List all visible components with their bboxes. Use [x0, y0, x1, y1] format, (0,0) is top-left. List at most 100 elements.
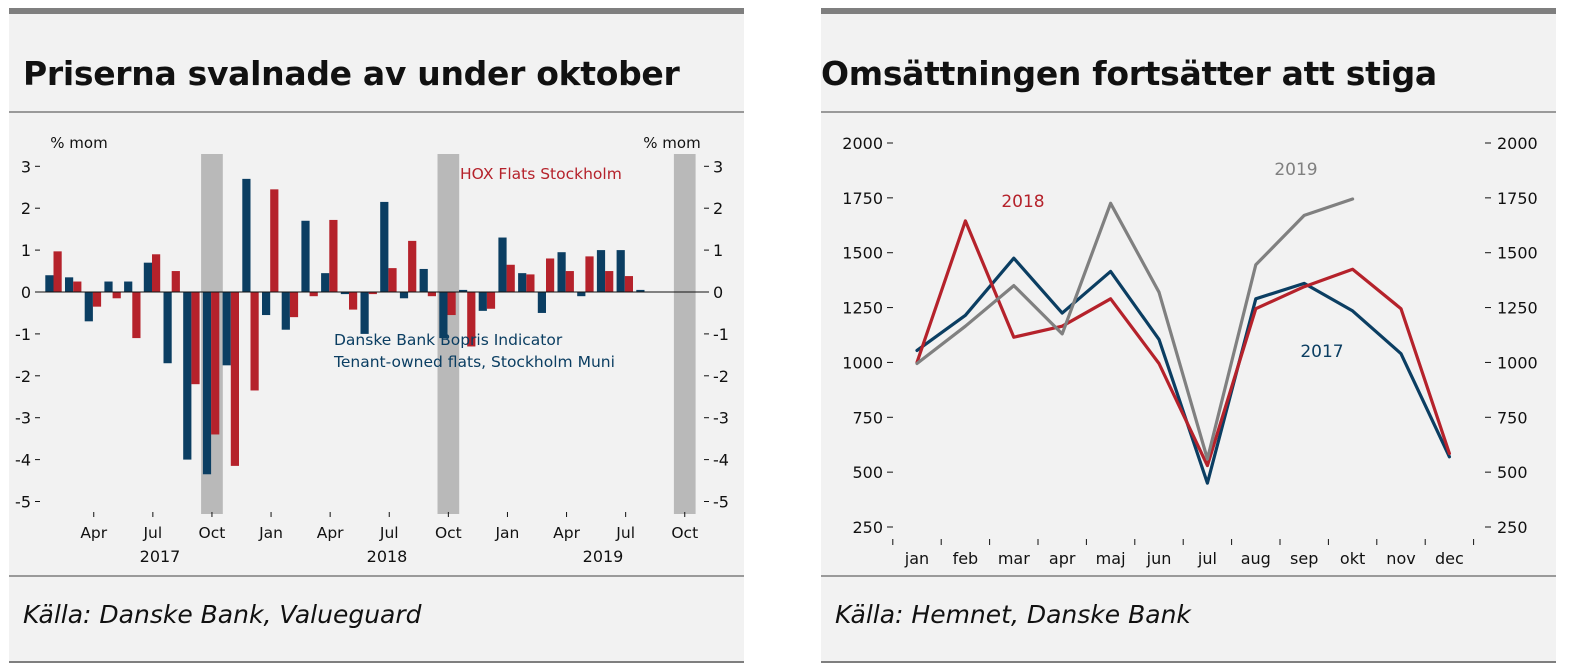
x-tick-label: mar — [998, 549, 1030, 568]
bar-danske-bank — [498, 237, 507, 292]
y-tick-label-left: 0 — [21, 283, 31, 302]
bar-hox — [309, 292, 318, 297]
bar-danske-bank — [439, 292, 448, 339]
price-change-bar-chart: 3 3 2 2 1 1 0 0 -1 -1 -2 -2 -3 -3 -4 -4 -5 -5 Apr Jul Oct Jan… — [15, 134, 729, 566]
x-tick-label: okt — [1340, 549, 1365, 568]
y-tick-label-right: -2 — [713, 367, 729, 386]
bar-hox — [132, 292, 141, 339]
line-series-2019 — [915, 197, 1355, 461]
panel-bottom-line — [821, 661, 1556, 663]
y-tick-label-right: 1 — [713, 241, 723, 260]
y-tick-label-right: 1000 — [1497, 353, 1538, 372]
bar-danske-bank — [183, 292, 192, 460]
bar-plot-layer: 3 3 2 2 1 1 0 0 -1 -1 -2 -2 -3 -3 -4 -4 -5 -5 Apr Jul Oct Jan… — [15, 154, 729, 542]
source-separator — [9, 575, 744, 577]
bar-danske-bank — [281, 292, 290, 330]
bar-hox — [408, 240, 417, 292]
bar-danske-bank — [459, 289, 468, 292]
bar-hox — [506, 264, 515, 292]
y-tick-label-right: 1250 — [1497, 299, 1538, 318]
y-tick-label-right: -3 — [713, 409, 729, 428]
x-tick-label: Jan — [258, 524, 283, 542]
bar-hox — [447, 292, 456, 316]
bar-hox — [467, 292, 476, 347]
y-tick-label-left: -4 — [15, 451, 31, 470]
line-series-2018 — [915, 219, 1452, 468]
panel-top-bar — [821, 8, 1556, 14]
x-tick-label: sep — [1290, 549, 1318, 568]
bar-danske-bank — [360, 292, 369, 334]
bar-hox — [289, 292, 299, 318]
y-tick-label-left: 1000 — [842, 353, 883, 372]
x-tick-label: Jul — [142, 524, 162, 542]
bar-hox — [427, 292, 436, 297]
series-label-2018: 2018 — [1001, 192, 1044, 212]
bar-hox — [585, 256, 594, 292]
bar-danske-bank — [45, 275, 54, 292]
y-tick-label-left: -5 — [15, 493, 31, 512]
bar-hox — [329, 219, 338, 292]
x-tick-label: apr — [1049, 549, 1076, 568]
bar-danske-bank — [616, 250, 625, 292]
bar-hox — [368, 292, 377, 295]
y-tick-label-right: -5 — [713, 493, 729, 512]
x-tick-label: Apr — [553, 524, 580, 542]
x-tick-label: dec — [1435, 549, 1464, 568]
series-label-2017: 2017 — [1300, 342, 1343, 362]
left-chart-panel: Priserna svalnade av under oktober 3 3 2 2 1… — [9, 8, 744, 663]
bar-danske-bank — [301, 220, 310, 292]
x-tick-label: Oct — [671, 524, 698, 542]
bar-hox — [230, 292, 239, 466]
panel-top-bar — [9, 8, 744, 14]
right-chart-title: Omsättningen fortsätter att stiga — [821, 54, 1437, 93]
bar-danske-bank — [143, 262, 152, 292]
x-tick-label: Jul — [615, 524, 635, 542]
bar-hox — [486, 292, 496, 309]
x-tick-label: aug — [1241, 549, 1271, 568]
bar-hox — [526, 274, 535, 292]
turnover-line-chart: 2000 2000 1750 1750 1500 1500 1250 1250 1000 1000… — [842, 134, 1537, 568]
y-tick-label-left: -3 — [15, 409, 31, 428]
bar-hox — [605, 271, 614, 292]
y-tick-label-right: -1 — [713, 325, 729, 344]
x-tick-label: Jan — [494, 524, 519, 542]
series-label-2019: 2019 — [1274, 160, 1317, 180]
bar-hox — [112, 292, 121, 299]
y-tick-label-left: 250 — [852, 518, 883, 537]
bar-hox — [92, 292, 102, 307]
y-tick-label-right: -4 — [713, 451, 729, 470]
x-tick-label: jan — [904, 549, 929, 568]
x-tick-label: Apr — [317, 524, 344, 542]
bar-hox — [624, 276, 633, 292]
bar-hox — [211, 292, 220, 435]
bar-danske-bank — [84, 292, 93, 322]
bar-danske-bank — [65, 277, 74, 292]
right-axis-unit: % mom — [643, 134, 700, 152]
y-tick-label-left: 500 — [852, 463, 883, 482]
bar-danske-bank — [380, 201, 389, 292]
bar-danske-bank — [222, 292, 231, 366]
line-plot-layer: 2000 2000 1750 1750 1500 1500 1250 1250 1000 1000… — [842, 134, 1537, 568]
x-tick-label: nov — [1386, 549, 1415, 568]
bar-hox — [171, 271, 180, 292]
bar-danske-bank — [242, 178, 251, 292]
bar-danske-bank — [557, 252, 566, 292]
title-separator — [9, 111, 744, 113]
y-tick-label-left: -1 — [15, 325, 31, 344]
bar-danske-bank — [104, 281, 113, 292]
bar-hox — [546, 258, 555, 292]
left-chart-title: Priserna svalnade av under oktober — [23, 54, 680, 93]
x-tick-label: feb — [953, 549, 979, 568]
bar-danske-bank — [321, 273, 330, 292]
y-tick-label-left: 750 — [852, 408, 883, 427]
bar-hox — [73, 281, 82, 292]
bar-hox — [250, 292, 259, 391]
y-tick-label-left: 2000 — [842, 134, 883, 153]
year-label-2018: 2018 — [367, 547, 408, 566]
y-tick-label-left: 1250 — [842, 299, 883, 318]
x-tick-label: Oct — [199, 524, 226, 542]
bar-danske-bank — [262, 292, 271, 316]
right-chart-panel: Omsättningen fortsätter att stiga 2000 20… — [821, 8, 1556, 663]
left-source-note: Källa: Danske Bank, Valueguard — [23, 600, 422, 629]
x-tick-label: Apr — [80, 524, 107, 542]
